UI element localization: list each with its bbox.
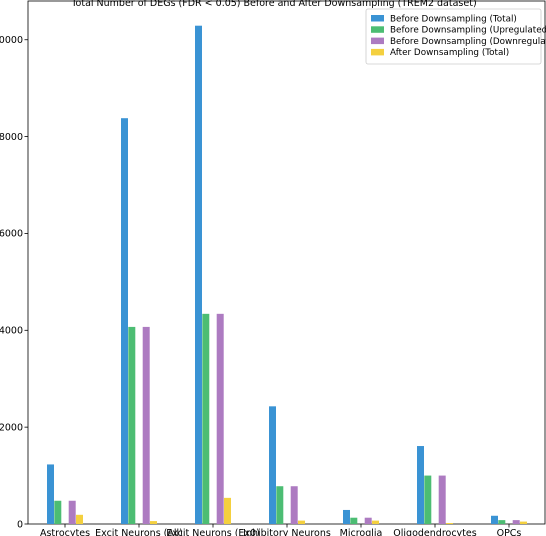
bar bbox=[216, 313, 224, 524]
axes-frame bbox=[27, 0, 546, 525]
bar bbox=[350, 517, 358, 524]
bar bbox=[438, 475, 446, 524]
x-tick-label: Inhibitory Neurons bbox=[243, 528, 331, 536]
legend-box bbox=[365, 8, 542, 65]
bar bbox=[343, 509, 350, 524]
x-tick-label: OPCs bbox=[497, 528, 522, 536]
x-tick-label: Oligodendrocytes bbox=[393, 528, 476, 536]
bar bbox=[520, 521, 527, 524]
y-tick-label: 2000 bbox=[0, 422, 23, 433]
bar bbox=[195, 25, 202, 524]
x-tick-label: Astrocytes bbox=[40, 528, 90, 536]
bar bbox=[121, 118, 128, 525]
y-tick-label: 8000 bbox=[0, 132, 23, 143]
x-axis: Astrocytes Excit Neurons (All)Excit Neuro… bbox=[40, 524, 521, 536]
bar bbox=[128, 326, 136, 524]
legend-label: Before Downsampling (Downregulated) bbox=[390, 37, 546, 47]
bar bbox=[446, 523, 453, 524]
bar bbox=[498, 520, 506, 524]
legend-swatch bbox=[371, 26, 384, 33]
legend: Before Downsampling (Total) Before Downsa… bbox=[365, 8, 546, 65]
bar bbox=[424, 475, 432, 524]
bar bbox=[142, 326, 150, 524]
x-tick-label: Excit Neurons (Ex0) bbox=[166, 528, 260, 536]
legend-label: After Downsampling (Total) bbox=[390, 48, 509, 58]
bar bbox=[298, 520, 305, 524]
chart-title: Total Number of DEGs (FDR < 0.05) Before… bbox=[70, 0, 476, 9]
bar bbox=[491, 515, 498, 524]
bar bbox=[202, 313, 210, 524]
y-axis: 0 2000 4000 6000 8000 10000 bbox=[0, 35, 28, 530]
legend-swatch bbox=[371, 15, 384, 22]
bar bbox=[290, 486, 298, 524]
bar bbox=[372, 520, 379, 524]
bar bbox=[76, 514, 83, 524]
bar bbox=[512, 520, 520, 524]
bar bbox=[364, 517, 372, 524]
x-tick-label: Microglia bbox=[340, 528, 383, 536]
bar bbox=[68, 500, 76, 524]
y-tick-label: 4000 bbox=[0, 326, 23, 337]
legend-label: Before Downsampling (Upregulated) bbox=[390, 26, 546, 36]
legend-swatch bbox=[371, 48, 384, 56]
bar bbox=[47, 464, 54, 524]
bar bbox=[417, 446, 424, 524]
plot-area bbox=[27, 0, 546, 525]
legend-label: Before Downsampling (Total) bbox=[390, 14, 517, 24]
x-tick-label: Excit Neurons (All) bbox=[95, 528, 183, 536]
y-tick-label: 0 bbox=[17, 519, 23, 530]
y-tick-label: 10000 bbox=[0, 35, 23, 46]
bar bbox=[276, 486, 284, 524]
bar bbox=[269, 406, 276, 524]
bar bbox=[54, 500, 62, 524]
bar bbox=[150, 521, 157, 524]
bar bbox=[224, 497, 231, 524]
legend-swatch bbox=[371, 37, 384, 45]
y-tick-label: 6000 bbox=[0, 229, 23, 240]
